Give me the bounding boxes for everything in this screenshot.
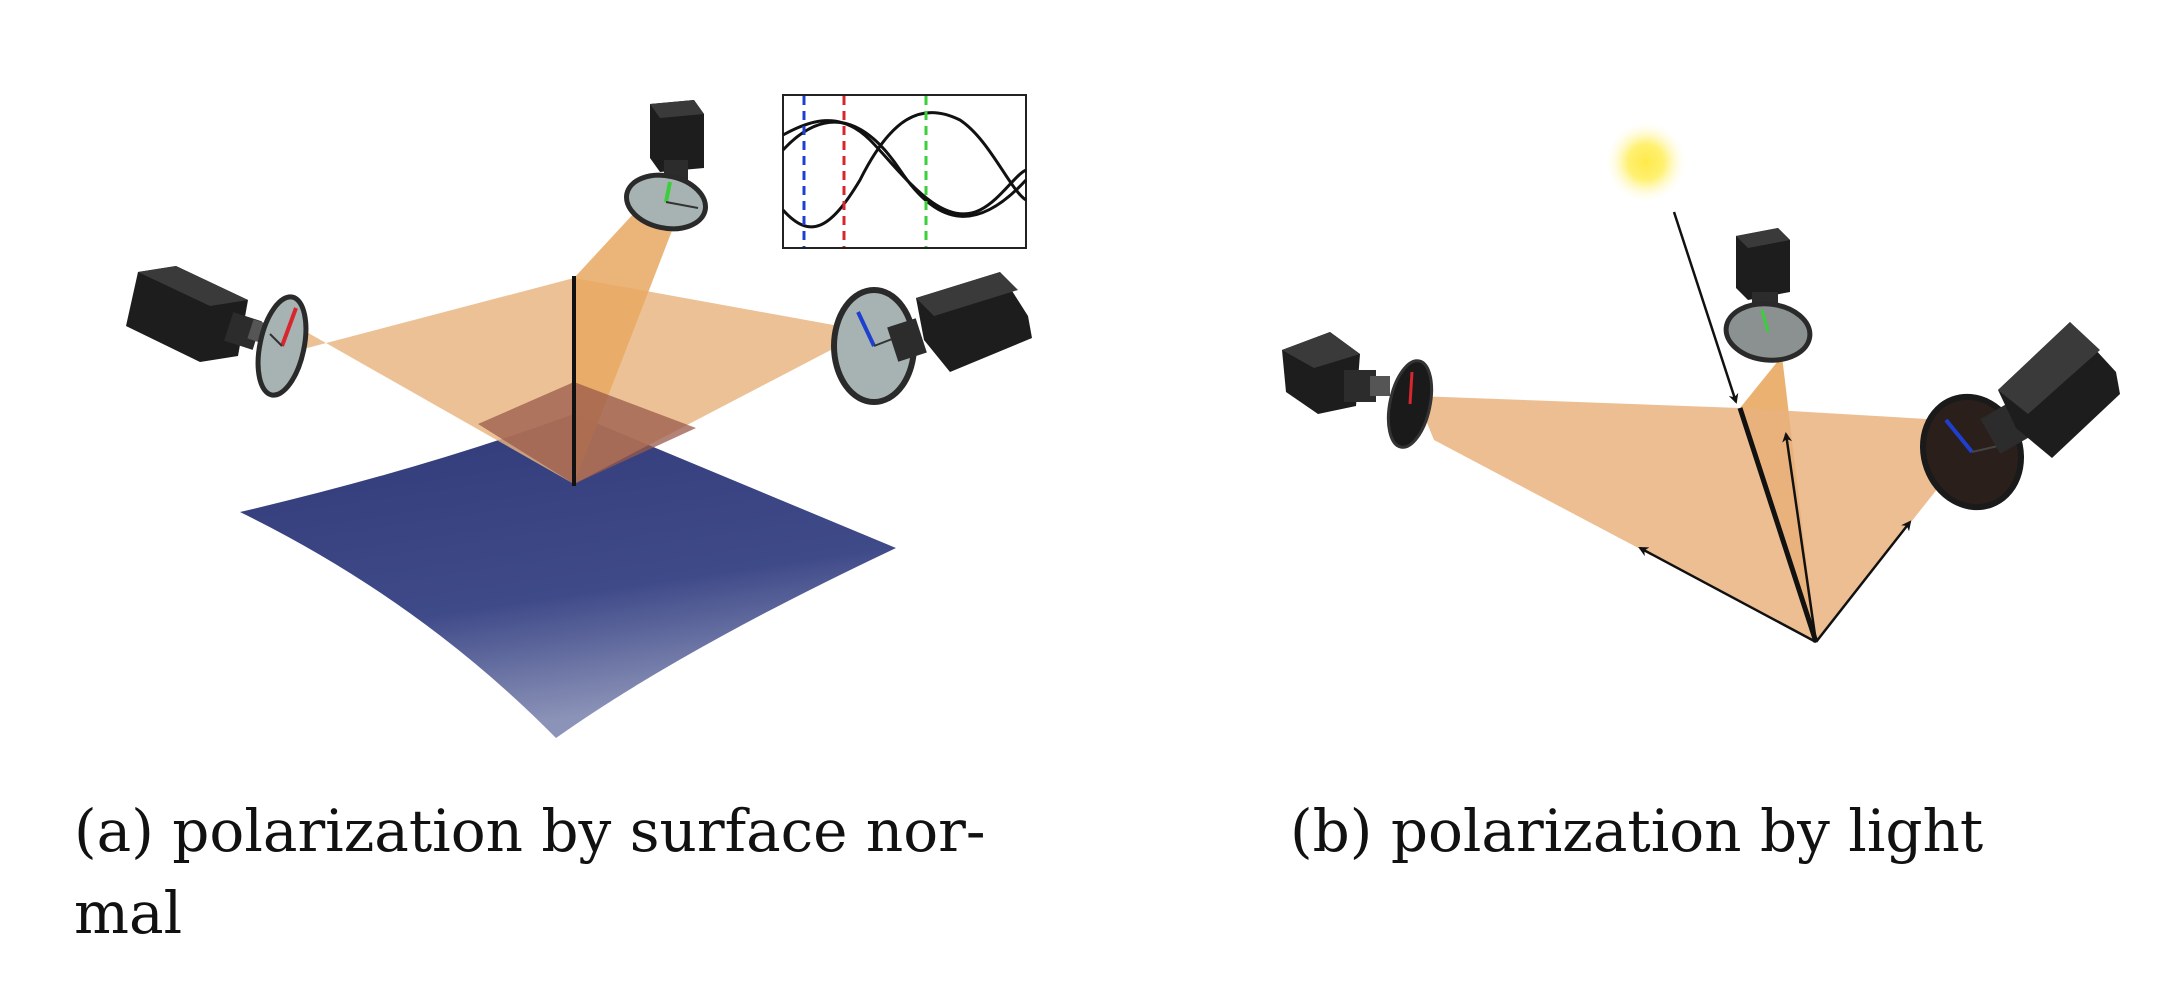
caption-a: (a) polarization by surface nor- mal — [74, 797, 986, 947]
polarizer-filter-icon — [255, 294, 309, 398]
light-cones-b — [1416, 356, 1944, 642]
camera-icon — [1282, 332, 1390, 414]
light-cones-a — [282, 198, 850, 484]
caption-b: (b) polarization by light — [1290, 797, 1984, 865]
camera-icon — [650, 100, 704, 180]
arrow-up — [1782, 432, 1818, 643]
sun-icon — [1606, 122, 1686, 202]
camera-icon — [1980, 322, 2120, 458]
camera-icon — [1736, 228, 1790, 314]
camera-icon — [887, 272, 1032, 372]
inset-sinusoid-plot — [781, 94, 1028, 249]
arrow-left — [1638, 546, 1817, 644]
polarizer-filter-icon — [624, 172, 708, 232]
incident-ray — [1672, 211, 1739, 404]
surface-patch — [240, 414, 896, 738]
arrow-right — [1815, 520, 1912, 643]
polarizer-filter-icon — [1723, 301, 1813, 363]
panel-a — [126, 94, 1032, 738]
polarizer-filter-icon — [1386, 359, 1434, 449]
cone-left — [1416, 396, 1816, 642]
cone-surface-overlap — [478, 382, 696, 484]
panel-b — [1282, 122, 2120, 644]
reflection-normal — [1737, 407, 1819, 643]
camera-icon — [126, 266, 273, 362]
